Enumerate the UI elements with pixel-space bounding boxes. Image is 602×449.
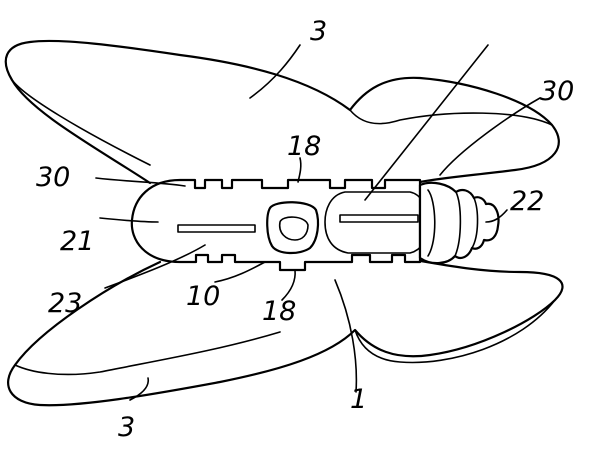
- label-30-right: 30: [540, 76, 574, 107]
- axis-line: [365, 45, 488, 200]
- label-18-top: 18: [287, 131, 321, 162]
- label-1: 1: [350, 384, 367, 415]
- end-cap: [420, 183, 499, 263]
- label-22: 22: [510, 186, 544, 217]
- label-23: 23: [48, 288, 82, 319]
- label-18-bottom: 18: [262, 296, 296, 327]
- central-body: [132, 180, 428, 270]
- label-3-top: 3: [310, 16, 327, 47]
- upper-wing: [6, 41, 559, 183]
- label-3-bottom: 3: [118, 412, 135, 443]
- lower-wing: [8, 260, 562, 405]
- label-10: 10: [186, 281, 220, 312]
- label-30-left: 30: [36, 162, 70, 193]
- label-21: 21: [60, 226, 94, 257]
